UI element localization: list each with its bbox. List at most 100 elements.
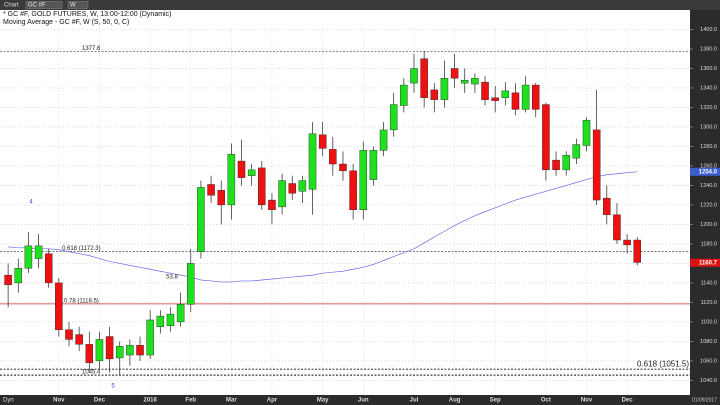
price-tag (690, 258, 720, 267)
footer-left: Dyn (3, 398, 14, 404)
candle-body (501, 90, 510, 98)
candle-body (34, 245, 43, 259)
candle-body (420, 58, 428, 98)
y-tick-label: 1060.0 (700, 358, 717, 364)
candle-body (258, 167, 266, 206)
y-tick-label: 1360.0 (700, 66, 717, 72)
x-tick-label: Feb (185, 398, 196, 404)
y-tick-label: 1180.0 (701, 241, 717, 247)
symbol-box[interactable] (25, 1, 63, 9)
annotation: 5 (111, 384, 115, 390)
y-tick-label: 1400.0 (700, 27, 717, 33)
x-tick-label: Aug (449, 398, 461, 404)
candle-body (329, 149, 337, 165)
x-tick-label: Jun (358, 398, 369, 404)
candle-body (268, 199, 276, 211)
candle-body (359, 150, 368, 211)
candle-body (532, 84, 540, 110)
candle-body (136, 345, 144, 356)
x-tick-label: Nov (53, 398, 65, 404)
candle-body (349, 170, 357, 211)
x-tick-label: Mar (226, 398, 237, 404)
candle-body (389, 104, 398, 131)
y-tick-label: 1200.0 (700, 222, 717, 228)
y-tick-label: 1380.0 (700, 46, 717, 52)
interval[interactable]: W (70, 3, 76, 9)
plot-area: 1377.6 0.618 (1172.3) 0.78 (1118.5) 0.618 (… (0, 28, 690, 395)
price-tag (690, 167, 720, 176)
level-label: 0.618 (1172.3) (62, 246, 101, 252)
candle-body (410, 68, 418, 84)
candle-body (146, 319, 154, 356)
candle-body (217, 190, 225, 206)
y-tick-label: 1140.0 (701, 280, 717, 286)
toolbar (0, 0, 720, 10)
x-tick-label: Sep (490, 398, 501, 404)
x-tick-label: Jul (410, 398, 419, 404)
candle-body (521, 84, 530, 110)
time-axis (0, 395, 720, 405)
candle-body (247, 169, 256, 176)
candle-body (582, 119, 591, 146)
x-tick-label: Oct (541, 398, 551, 404)
candle-body (65, 329, 73, 340)
candle-body (308, 133, 317, 190)
price-axis (690, 10, 720, 395)
candle-body (227, 154, 236, 206)
x-tick-label: Dec (622, 398, 634, 404)
candle-body (562, 155, 570, 171)
candle-body (318, 134, 327, 149)
candle-body (126, 345, 134, 356)
y-tick-label: 1340.0 (700, 85, 717, 91)
candle-body (491, 97, 499, 101)
candle-body (197, 187, 205, 252)
candle-body (115, 346, 124, 359)
candle-body (339, 163, 347, 172)
x-tick-label: 2016 (143, 398, 157, 404)
footer-date: 01/09/2017 (692, 397, 717, 403)
candle-body (278, 180, 286, 208)
candle-body (603, 197, 611, 215)
y-tick-label: 1260.0 (700, 163, 717, 169)
candle-body (4, 274, 12, 286)
level-label: 0.78 (1118.5) (64, 298, 99, 304)
candle-body (166, 313, 175, 326)
candle-body (156, 315, 165, 327)
legend-entry: Moving Average - GC #F, W (S, 50, 0, C) (3, 19, 129, 26)
symbol[interactable]: GC #F (28, 3, 46, 9)
moving-average-line (8, 171, 638, 283)
candle-body (511, 92, 520, 110)
candle-body (176, 304, 185, 323)
candle-body (24, 245, 33, 269)
candle-body (400, 84, 408, 106)
candle-body (613, 214, 621, 241)
y-tick-label: 1220.0 (700, 202, 717, 208)
annotation: 4 (29, 200, 33, 206)
chart-title: * GC #F, GOLD FUTURES, W, 13:00-12:00 (D… (3, 11, 171, 18)
x-tick-label: Apr (267, 398, 278, 404)
candle-body (44, 253, 53, 284)
candle-body (75, 334, 83, 345)
candle-body (592, 129, 601, 201)
candle-body (542, 104, 550, 171)
price-tag-label: 1254.0 (699, 169, 718, 175)
candle-body (471, 78, 479, 85)
y-tick-label: 1120.0 (701, 300, 717, 306)
y-tick-label: 1280.0 (700, 144, 717, 150)
price-tag-label: 1160.7 (699, 260, 718, 266)
y-tick-label: 1320.0 (700, 105, 717, 111)
interval-box[interactable] (67, 1, 89, 9)
candle-body (207, 184, 215, 196)
candle-body (288, 183, 296, 194)
candle-body (298, 180, 307, 192)
candle-body (440, 78, 449, 100)
candle-body (430, 89, 439, 100)
candle-body (55, 282, 63, 330)
x-tick-label: Nov (581, 398, 593, 404)
candle-body (572, 144, 581, 159)
candle-body (623, 239, 631, 246)
level-label: 0.618 (1051.5) (637, 359, 689, 368)
toolbar-label: Chart (4, 3, 19, 9)
y-tick-label: 1300.0 (700, 124, 717, 130)
candle-body (369, 150, 378, 180)
